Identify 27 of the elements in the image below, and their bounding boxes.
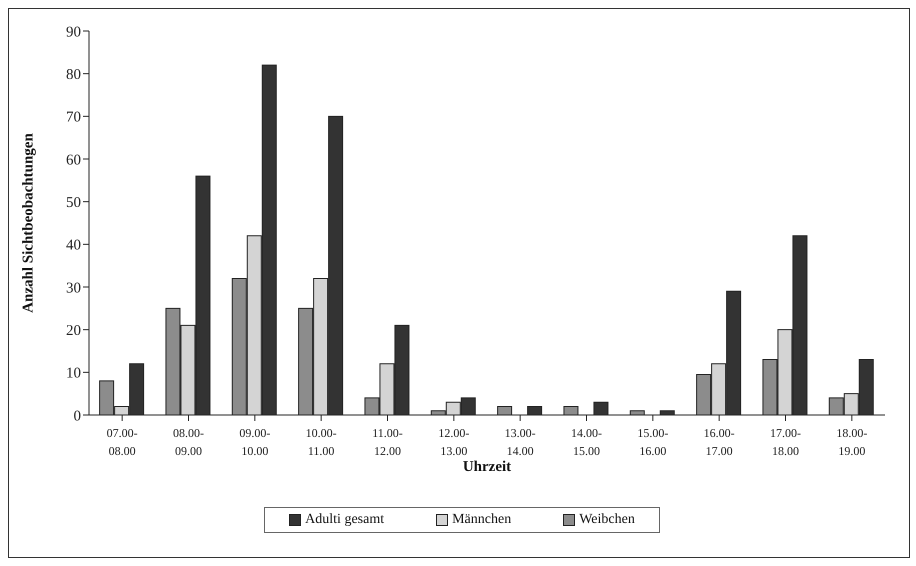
y-tick-label: 20 [66, 322, 81, 339]
y-tick-label: 60 [66, 152, 81, 168]
y-tick-label: 10 [66, 366, 81, 382]
y-tick-label: 0 [74, 408, 81, 424]
x-tick-label: 09.00-10.00 [239, 426, 270, 458]
x-tick-label: 15.00-16.00 [637, 426, 668, 458]
y-tick-label: 40 [66, 238, 81, 254]
y-tick-label: 50 [66, 194, 81, 211]
y-tick-label: 70 [66, 110, 81, 126]
x-tick-label: 18.00-19.00 [836, 426, 868, 458]
x-tick-label: 07.00-08.00 [106, 426, 138, 458]
x-tick-label: 11.00-12.00 [372, 426, 403, 458]
x-tick-label: 16.00-17.00 [704, 426, 735, 458]
legend-label: Weibchen [578, 512, 635, 528]
x-tick-label: 17.00-18.00 [770, 426, 801, 458]
x-tick-label: 13.00-14.00 [504, 426, 536, 458]
legend-label: Adulti gesamt [304, 512, 384, 528]
x-tick-label: 10.00-11.00 [306, 426, 337, 458]
x-tick-label: 08.00-09.00 [173, 426, 204, 458]
x-tick-label: 14.00-15.00 [571, 426, 602, 458]
y-tick-label: 80 [66, 66, 81, 83]
y-tick-label: 90 [66, 24, 81, 40]
x-axis-title: Uhrzeit [462, 459, 512, 475]
x-tick-label: 12.00-13.00 [438, 426, 470, 458]
legend-label: Männchen [451, 512, 512, 528]
y-tick-label: 30 [66, 280, 81, 296]
y-axis-title: Anzahl Sichtbeobachtungen [20, 132, 36, 313]
